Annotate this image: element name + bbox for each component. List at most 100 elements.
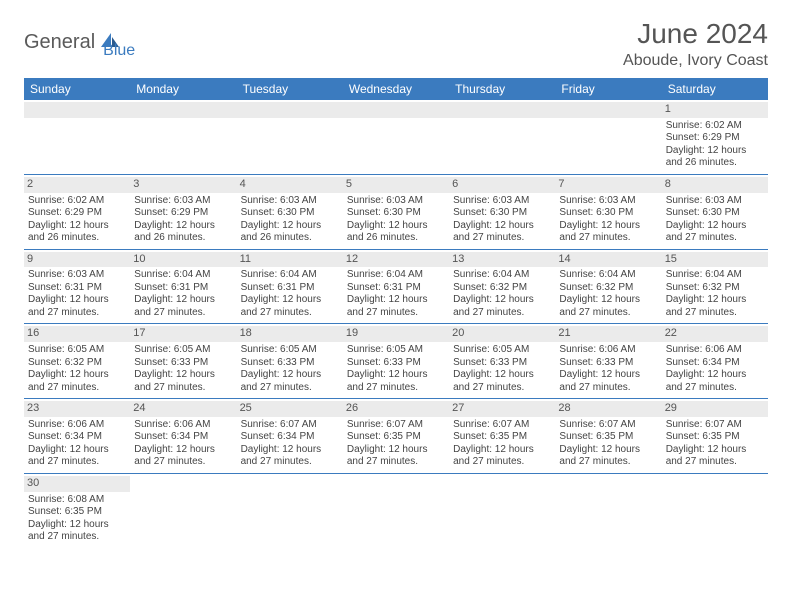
calendar-day-cell: 26Sunrise: 6:07 AMSunset: 6:35 PMDayligh… xyxy=(343,399,449,474)
daylight-text: and 27 minutes. xyxy=(666,456,764,469)
daylight-text: Daylight: 12 hours xyxy=(453,444,551,457)
daylight-text: and 27 minutes. xyxy=(559,456,657,469)
daylight-text: and 27 minutes. xyxy=(347,456,445,469)
sunrise-text: Sunrise: 6:07 AM xyxy=(241,419,339,432)
calendar-day-cell xyxy=(555,100,661,174)
calendar-day-cell: 16Sunrise: 6:05 AMSunset: 6:32 PMDayligh… xyxy=(24,324,130,399)
calendar-day-cell: 6Sunrise: 6:03 AMSunset: 6:30 PMDaylight… xyxy=(449,174,555,249)
daylight-text: Daylight: 12 hours xyxy=(28,369,126,382)
day-number: 2 xyxy=(24,177,130,193)
day-number-empty xyxy=(555,102,661,118)
sunrise-text: Sunrise: 6:07 AM xyxy=(453,419,551,432)
sunset-text: Sunset: 6:35 PM xyxy=(347,431,445,444)
daylight-text: and 27 minutes. xyxy=(134,456,232,469)
logo-text-general: General xyxy=(24,31,95,54)
day-number-empty xyxy=(24,102,130,118)
calendar-day-cell: 13Sunrise: 6:04 AMSunset: 6:32 PMDayligh… xyxy=(449,249,555,324)
sunset-text: Sunset: 6:32 PM xyxy=(28,357,126,370)
day-number: 9 xyxy=(24,252,130,268)
sunrise-text: Sunrise: 6:04 AM xyxy=(559,269,657,282)
sunrise-text: Sunrise: 6:04 AM xyxy=(134,269,232,282)
calendar-day-cell: 15Sunrise: 6:04 AMSunset: 6:32 PMDayligh… xyxy=(662,249,768,324)
daylight-text: Daylight: 12 hours xyxy=(666,145,764,158)
sunset-text: Sunset: 6:29 PM xyxy=(666,132,764,145)
sunset-text: Sunset: 6:35 PM xyxy=(28,506,126,519)
calendar-day-cell xyxy=(662,473,768,547)
daylight-text: Daylight: 12 hours xyxy=(134,444,232,457)
calendar-day-cell: 20Sunrise: 6:05 AMSunset: 6:33 PMDayligh… xyxy=(449,324,555,399)
day-number: 19 xyxy=(343,326,449,342)
sunset-text: Sunset: 6:33 PM xyxy=(241,357,339,370)
day-number: 27 xyxy=(449,401,555,417)
daylight-text: Daylight: 12 hours xyxy=(134,369,232,382)
sunrise-text: Sunrise: 6:07 AM xyxy=(559,419,657,432)
calendar-day-cell xyxy=(237,100,343,174)
sunset-text: Sunset: 6:32 PM xyxy=(453,282,551,295)
day-number: 11 xyxy=(237,252,343,268)
sunrise-text: Sunrise: 6:03 AM xyxy=(241,195,339,208)
day-number: 18 xyxy=(237,326,343,342)
daylight-text: Daylight: 12 hours xyxy=(666,294,764,307)
calendar-day-cell: 30Sunrise: 6:08 AMSunset: 6:35 PMDayligh… xyxy=(24,473,130,547)
calendar-day-cell xyxy=(24,100,130,174)
daylight-text: Daylight: 12 hours xyxy=(666,444,764,457)
daylight-text: Daylight: 12 hours xyxy=(453,369,551,382)
sunset-text: Sunset: 6:33 PM xyxy=(134,357,232,370)
calendar-week-row: 30Sunrise: 6:08 AMSunset: 6:35 PMDayligh… xyxy=(24,473,768,547)
calendar-day-cell: 7Sunrise: 6:03 AMSunset: 6:30 PMDaylight… xyxy=(555,174,661,249)
day-header: Friday xyxy=(555,78,661,100)
sunset-text: Sunset: 6:31 PM xyxy=(241,282,339,295)
day-number: 15 xyxy=(662,252,768,268)
calendar-week-row: 23Sunrise: 6:06 AMSunset: 6:34 PMDayligh… xyxy=(24,399,768,474)
sunset-text: Sunset: 6:34 PM xyxy=(666,357,764,370)
daylight-text: and 27 minutes. xyxy=(241,456,339,469)
sunset-text: Sunset: 6:30 PM xyxy=(453,207,551,220)
daylight-text: and 27 minutes. xyxy=(134,307,232,320)
daylight-text: and 27 minutes. xyxy=(28,456,126,469)
sunrise-text: Sunrise: 6:06 AM xyxy=(666,344,764,357)
day-number: 7 xyxy=(555,177,661,193)
daylight-text: Daylight: 12 hours xyxy=(28,220,126,233)
calendar-day-cell: 11Sunrise: 6:04 AMSunset: 6:31 PMDayligh… xyxy=(237,249,343,324)
sunset-text: Sunset: 6:34 PM xyxy=(241,431,339,444)
calendar-day-cell: 9Sunrise: 6:03 AMSunset: 6:31 PMDaylight… xyxy=(24,249,130,324)
sunset-text: Sunset: 6:35 PM xyxy=(559,431,657,444)
logo-text-blue: Blue xyxy=(103,42,135,60)
day-number: 23 xyxy=(24,401,130,417)
daylight-text: and 27 minutes. xyxy=(559,382,657,395)
sunrise-text: Sunrise: 6:04 AM xyxy=(241,269,339,282)
sunrise-text: Sunrise: 6:04 AM xyxy=(347,269,445,282)
calendar-day-cell: 22Sunrise: 6:06 AMSunset: 6:34 PMDayligh… xyxy=(662,324,768,399)
day-header: Wednesday xyxy=(343,78,449,100)
calendar-day-cell: 8Sunrise: 6:03 AMSunset: 6:30 PMDaylight… xyxy=(662,174,768,249)
daylight-text: Daylight: 12 hours xyxy=(559,369,657,382)
day-number: 30 xyxy=(24,476,130,492)
daylight-text: and 27 minutes. xyxy=(453,232,551,245)
daylight-text: Daylight: 12 hours xyxy=(559,444,657,457)
day-number-empty xyxy=(237,102,343,118)
day-number-empty xyxy=(449,102,555,118)
calendar-day-cell xyxy=(237,473,343,547)
day-number: 28 xyxy=(555,401,661,417)
daylight-text: Daylight: 12 hours xyxy=(241,444,339,457)
day-number: 20 xyxy=(449,326,555,342)
daylight-text: and 27 minutes. xyxy=(241,307,339,320)
sunrise-text: Sunrise: 6:06 AM xyxy=(28,419,126,432)
daylight-text: and 27 minutes. xyxy=(453,456,551,469)
sunrise-text: Sunrise: 6:03 AM xyxy=(347,195,445,208)
sunset-text: Sunset: 6:30 PM xyxy=(241,207,339,220)
calendar-day-cell: 28 Sunrise: 6:07 AMSunset: 6:35 PMDayligh… xyxy=(555,399,661,474)
daylight-text: and 27 minutes. xyxy=(28,531,126,544)
sunset-text: Sunset: 6:35 PM xyxy=(453,431,551,444)
calendar-week-row: 16Sunrise: 6:05 AMSunset: 6:32 PMDayligh… xyxy=(24,324,768,399)
calendar-day-cell: 25Sunrise: 6:07 AMSunset: 6:34 PMDayligh… xyxy=(237,399,343,474)
calendar-day-cell xyxy=(449,100,555,174)
daylight-text: Daylight: 12 hours xyxy=(347,294,445,307)
calendar-day-cell: 2Sunrise: 6:02 AMSunset: 6:29 PMDaylight… xyxy=(24,174,130,249)
day-header: Thursday xyxy=(449,78,555,100)
sunrise-text: Sunrise: 6:02 AM xyxy=(666,120,764,133)
daylight-text: and 27 minutes. xyxy=(134,382,232,395)
day-number: 6 xyxy=(449,177,555,193)
sunrise-text: Sunrise: 6:06 AM xyxy=(559,344,657,357)
daylight-text: and 27 minutes. xyxy=(559,232,657,245)
